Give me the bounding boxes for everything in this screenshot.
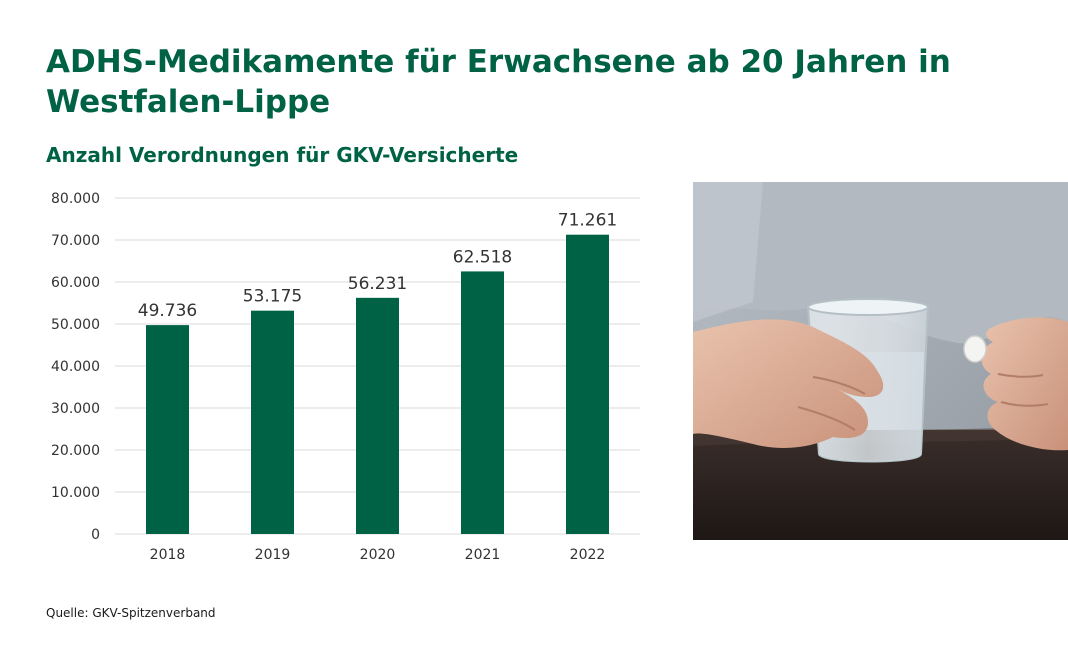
- source-note: Quelle: GKV-Spitzenverband: [46, 606, 216, 620]
- y-tick-label: 0: [91, 527, 100, 543]
- x-tick-label: 2020: [360, 547, 396, 563]
- bar-2018: [146, 325, 189, 534]
- bars: [146, 234, 609, 534]
- data-label-2018: 49.736: [138, 301, 197, 321]
- y-tick-label: 20.000: [51, 443, 100, 459]
- bar-2019: [251, 310, 294, 534]
- y-axis-ticks: 0 10.000 20.000 30.000 40.000 50.000 60.000 70.…: [51, 191, 100, 543]
- y-tick-label: 10.000: [51, 485, 100, 501]
- x-tick-label: 2018: [150, 547, 186, 563]
- y-tick-label: 80.000: [51, 191, 100, 207]
- y-tick-label: 50.000: [51, 317, 100, 333]
- bar-chart: 0 10.000 20.000 30.000 40.000 50.000 60.000 70.…: [51, 191, 640, 563]
- x-tick-label: 2021: [465, 547, 501, 563]
- x-tick-label: 2022: [570, 547, 606, 563]
- data-label-2020: 56.231: [348, 274, 407, 294]
- y-tick-label: 30.000: [51, 401, 100, 417]
- bar-2021: [461, 271, 504, 534]
- photo-hand-pill-water-glass: [693, 182, 1068, 540]
- data-label-2022: 71.261: [558, 211, 617, 231]
- chart-title: ADHS-Medikamente für Erwachsene ab 20 Ja…: [46, 44, 951, 120]
- y-tick-label: 40.000: [51, 359, 100, 375]
- bar-2022: [566, 234, 609, 534]
- data-label-2021: 62.518: [453, 247, 512, 267]
- hand-holding-pill-and-water-glass-icon: [693, 182, 1068, 540]
- chart-subtitle: Anzahl Verordnungen für GKV-Versicherte: [46, 143, 519, 167]
- data-label-2019: 53.175: [243, 287, 302, 307]
- value-labels: 49.736 53.175 56.231 62.518 71.261: [138, 211, 617, 321]
- x-tick-label: 2019: [255, 547, 291, 563]
- bar-2020: [356, 297, 399, 534]
- y-tick-label: 60.000: [51, 275, 100, 291]
- y-tick-label: 70.000: [51, 233, 100, 249]
- x-axis-ticks: 2018 2019 2020 2021 2022: [150, 547, 606, 563]
